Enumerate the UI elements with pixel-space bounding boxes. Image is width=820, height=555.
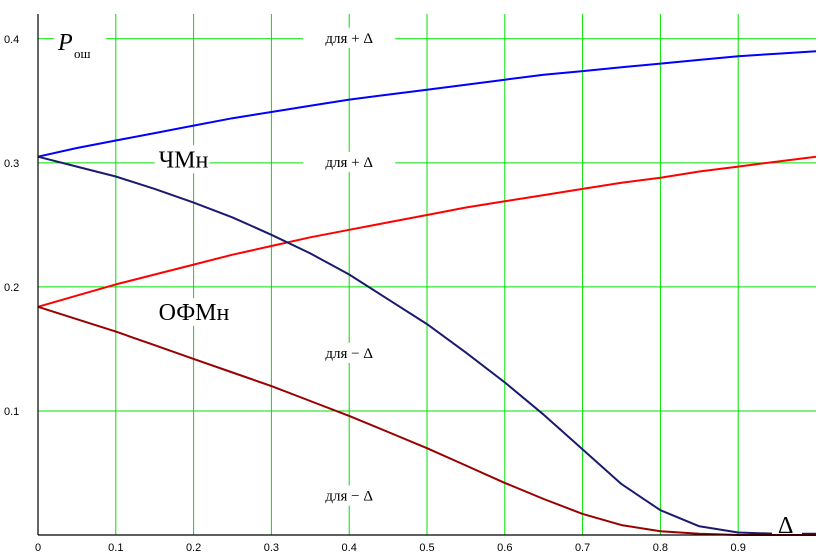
series-line-3 xyxy=(37,155,816,535)
annotation-bg xyxy=(303,342,396,363)
x-tick-label: 0.9 xyxy=(731,542,746,554)
y-tick-label: 0.1 xyxy=(4,406,19,418)
y-tick-label: 0.3 xyxy=(4,158,19,170)
curve-label-bg xyxy=(154,297,225,326)
x-tick-label: 0.5 xyxy=(419,542,434,554)
series-line-2 xyxy=(37,155,817,308)
annotation-label: для + Δ xyxy=(325,155,373,171)
x-tick-label: 0.2 xyxy=(186,542,201,554)
y-axis-label: P xyxy=(57,30,73,56)
annotation-label: для − Δ xyxy=(325,346,373,362)
annotation-label: для + Δ xyxy=(325,31,373,47)
y-tick-label: 0.4 xyxy=(4,34,19,46)
x-tick-label: 0.8 xyxy=(653,542,668,554)
x-tick-label: 0 xyxy=(35,542,41,554)
tick-labels: 0 0.1 0.2 0.3 0.4 0.5 0.6 0.7 0.8 0.9 0.1 0.2 0.3 0.4 xyxy=(4,34,746,554)
x-tick-label: 0.4 xyxy=(342,542,357,554)
series-lines xyxy=(37,50,817,536)
x-tick-label: 0.3 xyxy=(264,542,279,554)
curve-label-bg xyxy=(154,145,210,174)
curve-label: ЧМн xyxy=(159,147,209,173)
annotation-label: для − Δ xyxy=(325,489,373,505)
annotation-bg xyxy=(303,27,396,48)
series-line-1 xyxy=(37,50,817,158)
annotation-bg xyxy=(303,151,396,172)
annotations: для + Δ для + Δ для − Δ для − Δ ЧМн ОФМн xyxy=(154,27,396,506)
y-axis-label-subscript: ош xyxy=(74,46,91,61)
x-tick-label: 0.6 xyxy=(497,542,512,554)
x-axis-label-bg xyxy=(772,510,802,534)
y-axis-label-bg xyxy=(54,28,106,62)
curve-label: ОФМн xyxy=(159,300,230,326)
axis-labels: P ош Δ xyxy=(54,28,802,539)
y-tick-label: 0.2 xyxy=(4,282,19,294)
axes xyxy=(37,14,816,536)
x-axis-label: Δ xyxy=(778,513,793,539)
x-tick-label: 0.1 xyxy=(108,542,123,554)
x-tick-label: 0.7 xyxy=(575,542,590,554)
annotation-bg xyxy=(303,485,396,506)
series-line-4 xyxy=(37,305,816,536)
